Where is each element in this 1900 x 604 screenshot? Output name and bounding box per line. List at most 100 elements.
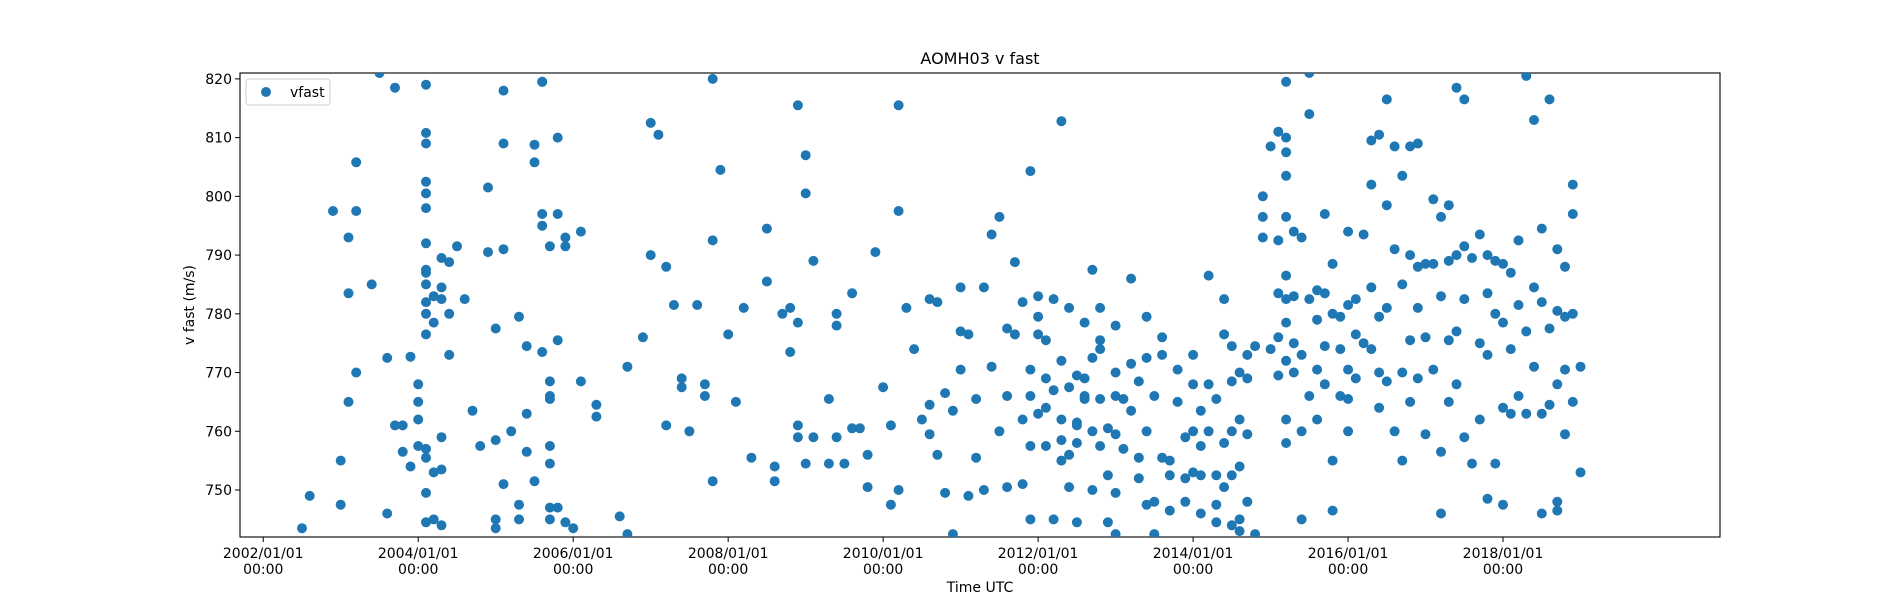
data-point [800,458,811,469]
data-point [537,209,548,219]
data-point [1521,326,1532,337]
data-point [498,479,509,490]
data-point [490,323,501,334]
data-point [1025,391,1036,401]
data-point [800,188,811,199]
data-point [1405,250,1416,261]
data-point [421,452,431,463]
data-point [343,288,354,299]
data-point [335,499,346,510]
data-point [444,308,455,319]
data-point [1343,426,1354,437]
data-point [1265,344,1276,355]
data-point [622,529,633,537]
data-point [1133,473,1144,484]
data-point [1443,200,1454,211]
data-point [1397,279,1408,290]
data-point [1242,349,1253,360]
data-point [421,487,431,498]
data-point [1025,166,1036,177]
data-point [1312,314,1323,325]
data-point [1482,288,1493,299]
data-point [544,241,555,252]
data-point [390,82,400,93]
data-point [506,426,517,437]
data-point [730,396,741,407]
data-point [514,514,524,525]
data-point [1350,329,1361,340]
data-point [382,508,393,519]
data-point [978,485,989,495]
data-point [1087,264,1098,275]
data-point [1273,370,1284,381]
data-point [1412,373,1423,384]
data-point [1281,294,1292,305]
data-point [955,326,966,337]
data-point [971,394,982,404]
data-point [1281,147,1292,158]
data-point [723,329,734,340]
data-point [847,288,858,299]
data-point [1451,379,1462,390]
data-point [1180,432,1191,443]
data-point [1071,417,1082,428]
data-point [1544,94,1555,105]
data-point [1467,458,1477,469]
data-point [878,382,889,393]
data-point [1529,115,1539,125]
data-point [862,482,873,493]
data-point [436,520,447,531]
x-tick-label: 00:00 [398,562,438,578]
data-point [1288,367,1299,378]
data-point [1141,352,1152,363]
data-point [1102,517,1113,528]
data-point [1374,367,1385,378]
data-point [1110,487,1121,498]
data-point [452,241,462,252]
data-point [1048,514,1059,525]
data-point [947,529,958,537]
data-point [947,405,958,416]
data-point [1536,297,1547,308]
data-point [544,458,555,469]
data-point [1079,373,1090,384]
data-point [885,420,896,431]
data-point [405,461,416,472]
data-point [390,420,400,431]
data-point [1172,364,1183,375]
data-point [544,376,555,387]
data-point [614,511,625,522]
data-point [552,335,563,346]
data-point [1226,426,1237,437]
y-tick-label: 770 [205,366,232,382]
data-point [1033,311,1044,322]
data-point [1474,338,1485,349]
data-point [490,435,501,446]
data-point [1412,261,1423,272]
data-point [1567,396,1578,407]
data-point [1017,297,1028,308]
data-point [1025,441,1036,451]
data-point [1164,470,1175,481]
data-point [560,232,571,243]
x-tick-label: 00:00 [1328,562,1368,578]
data-point [1536,223,1547,234]
data-point [1451,250,1462,261]
data-point [792,317,803,328]
data-point [1374,129,1385,140]
data-point [1188,379,1199,390]
data-point [436,253,447,263]
y-tick-label: 810 [205,131,232,147]
data-point [978,282,989,293]
data-point [1459,94,1470,105]
x-tick-label: 00:00 [1018,562,1058,578]
data-point [1536,508,1547,519]
legend: vfast [245,78,331,106]
data-point [1056,435,1067,446]
data-point [1033,408,1044,419]
data-point [1366,282,1377,293]
data-point [436,464,447,475]
data-point [490,514,501,525]
data-point [1366,179,1377,190]
data-point [893,485,904,495]
